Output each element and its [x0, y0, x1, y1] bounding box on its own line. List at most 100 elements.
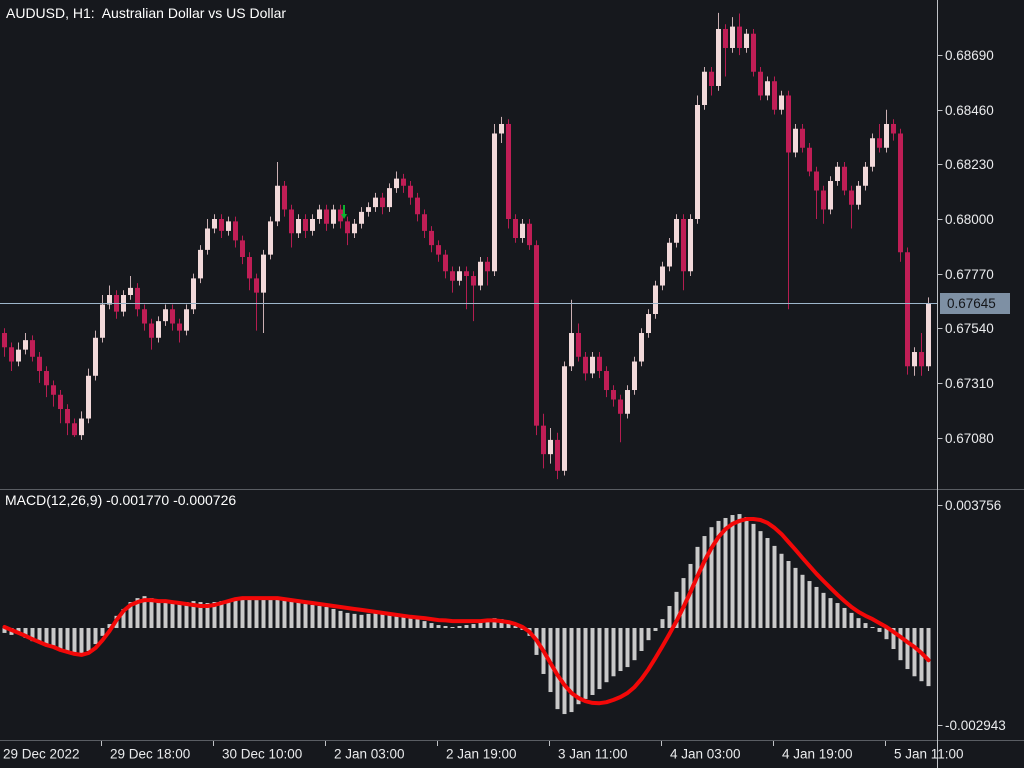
bear-candle-body [751, 33, 756, 72]
macd-histogram-bar [506, 623, 511, 628]
macd-histogram-bar [660, 619, 665, 628]
bear-candle-body [814, 171, 819, 191]
macd-histogram-bar [709, 527, 714, 628]
bear-candle-body [408, 185, 413, 198]
bear-candle-body [891, 123, 896, 134]
macd-histogram-bar [338, 610, 343, 628]
price-axis-label: 0.67770 [945, 267, 994, 282]
macd-histogram-bar [184, 602, 189, 628]
bear-candle-body [415, 197, 420, 215]
macd-histogram-bar [296, 602, 301, 628]
bear-candle-body [737, 26, 742, 48]
bull-candle-body [331, 209, 336, 224]
macd-histogram-bar [870, 627, 875, 629]
bear-candle-body [604, 371, 609, 391]
macd-histogram-bar [268, 598, 273, 628]
bear-candle-body [443, 254, 448, 272]
bull-candle-body [926, 303, 931, 367]
macd-histogram-bar [674, 591, 679, 628]
macd-histogram-bar [604, 628, 609, 683]
macd-histogram-bar [863, 623, 868, 628]
macd-histogram-bar [254, 600, 259, 628]
macd-axis-label: 0.003756 [945, 498, 1001, 513]
bear-candle-body [51, 385, 56, 395]
chart-annotations [341, 205, 347, 219]
bull-candle-body [107, 295, 112, 305]
time-axis-label: 2 Jan 19:00 [446, 747, 517, 762]
macd-histogram-bar [408, 618, 413, 628]
macd-histogram-bar [156, 600, 161, 628]
bear-candle-body [44, 371, 49, 386]
macd-histogram-bar [30, 628, 35, 642]
bear-candle-body [401, 178, 406, 186]
bear-candle-body [772, 81, 777, 110]
macd-histogram-bar [72, 628, 77, 654]
time-axis-label: 29 Dec 2022 [3, 747, 80, 762]
bear-candle-body [807, 147, 812, 172]
bull-candle-body [184, 309, 189, 331]
bull-candle-body [275, 185, 280, 222]
bull-candle-body [100, 304, 105, 338]
bull-candle-body [562, 366, 567, 471]
macd-histogram-bar [219, 601, 224, 628]
macd-histogram-bar [877, 628, 882, 632]
macd-histogram-bar [79, 628, 84, 655]
bear-candle-body [485, 261, 490, 272]
time-axis-label: 4 Jan 03:00 [670, 747, 741, 762]
bear-candle-body [254, 278, 259, 293]
macd-histogram-bar [275, 597, 280, 628]
bull-candle-body [317, 209, 322, 220]
bear-candle-body [527, 223, 532, 246]
bear-candle-body [618, 399, 623, 414]
macd-histogram-bar [212, 602, 217, 628]
macd-histogram-bar [835, 603, 840, 628]
bull-candle-body [863, 166, 868, 186]
bull-candle-body [79, 418, 84, 436]
bear-candle-body [9, 347, 14, 362]
macd-histogram-bar [387, 614, 392, 628]
bear-candle-body [709, 71, 714, 86]
bull-candle-body [366, 207, 371, 212]
macd-histogram-bar [191, 601, 196, 628]
bull-candle-body [632, 361, 637, 391]
bear-candle-body [135, 287, 140, 310]
bear-candle-body [821, 190, 826, 210]
bear-candle-body [800, 128, 805, 148]
macd-histogram-bar [744, 516, 749, 628]
time-axis-label: 29 Dec 18:00 [110, 747, 190, 762]
bear-candle-body [240, 240, 245, 258]
bear-candle-body [513, 219, 518, 239]
macd-histogram-bar [905, 628, 910, 670]
macd-indicator [2, 514, 931, 715]
bear-candle-body [681, 219, 686, 272]
bear-candle-body [2, 333, 7, 348]
bear-candle-body [58, 394, 63, 410]
bull-candle-body [695, 104, 700, 220]
chart-title: AUDUSD, H1: Australian Dollar vs US Doll… [6, 5, 287, 21]
macd-histogram-bar [625, 628, 630, 668]
macd-histogram-bar [317, 605, 322, 628]
macd-histogram-bar [765, 538, 770, 628]
macd-histogram-bar [737, 514, 742, 628]
bull-candle-body [548, 439, 553, 455]
macd-histogram-bar [772, 545, 777, 628]
bull-candle-body [296, 219, 301, 234]
macd-histogram-bar [2, 628, 7, 633]
bear-candle-body [576, 333, 581, 357]
macd-histogram-bar [177, 603, 182, 628]
macd-histogram-bar [793, 567, 798, 628]
macd-histogram-bar [142, 596, 147, 628]
bear-candle-body [758, 71, 763, 96]
bear-candle-body [583, 356, 588, 374]
bear-candle-body [464, 271, 469, 277]
current-price-line-group: 0.67645 [0, 293, 1010, 314]
bear-candle-body [597, 356, 602, 372]
macd-histogram-bar [807, 581, 812, 628]
bull-candle-body [128, 287, 133, 296]
macd-histogram-bar [380, 613, 385, 628]
bear-candle-body [786, 95, 791, 153]
macd-histogram-bar [555, 628, 560, 710]
bull-candle-body [884, 123, 889, 148]
macd-histogram-bar [849, 612, 854, 628]
